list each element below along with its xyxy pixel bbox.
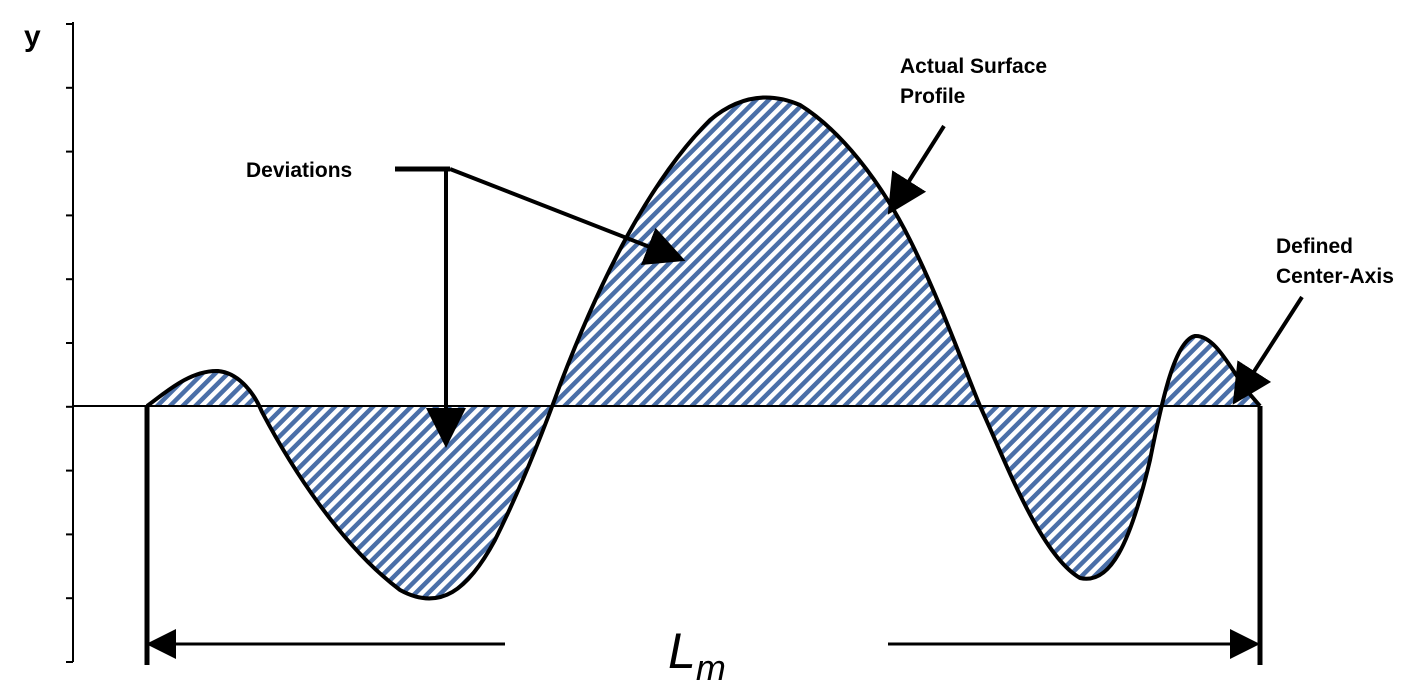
lm-label-main: L <box>668 623 696 679</box>
defined-center-axis-arrow <box>1232 295 1304 405</box>
deviation-area <box>147 97 1260 599</box>
y-axis-label: y <box>24 20 41 53</box>
actual-surface-profile-arrow <box>887 124 946 215</box>
deviations-label: Deviations <box>246 159 352 182</box>
actual-surface-profile-line2: Profile <box>900 85 965 108</box>
actual-surface-profile-curve <box>145 95 1262 601</box>
lm-label: Lm <box>668 623 726 688</box>
lm-label-subscript: m <box>696 647 726 688</box>
y-axis-ticks <box>66 23 73 663</box>
defined-center-axis-line2: Center-Axis <box>1276 265 1394 288</box>
deviations-arrow-diagonal <box>449 167 686 265</box>
actual-surface-profile-label: Actual Surface Profile <box>900 55 1053 108</box>
actual-surface-profile-line1: Actual Surface <box>900 55 1047 78</box>
defined-center-axis-label: Defined Center-Axis <box>1276 235 1394 288</box>
defined-center-axis-line1: Defined <box>1276 235 1353 258</box>
